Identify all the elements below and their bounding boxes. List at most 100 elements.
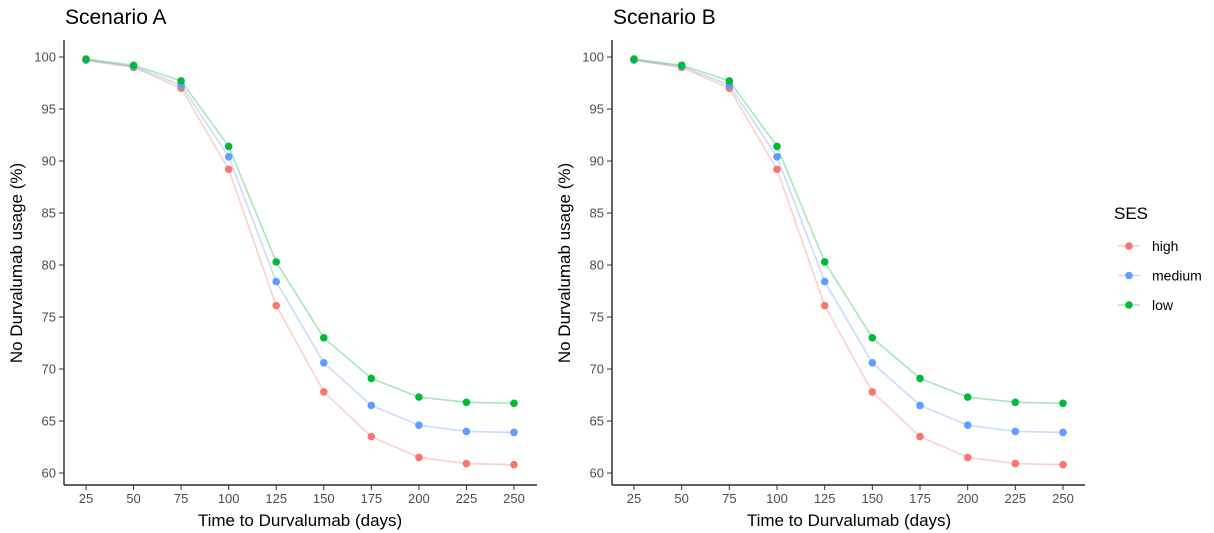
x-tick-label: 75 [722, 491, 736, 506]
panel-scenario-b: Scenario B No Durvalumab usage (%) Time … [555, 6, 1085, 530]
x-tick-label: 150 [861, 491, 883, 506]
series-line-medium [85, 59, 515, 434]
y-tick-label: 90 [42, 154, 56, 169]
data-point-low [773, 142, 781, 151]
legend-label: low [1152, 297, 1174, 313]
legend-item-high: high [1118, 238, 1178, 254]
data-point-low [630, 55, 638, 63]
data-point-high [462, 459, 471, 468]
x-tick-label: 225 [456, 491, 478, 506]
y-tick-label: 75 [590, 310, 604, 325]
legend-key-point [1125, 242, 1133, 250]
legend-item-low: low [1118, 297, 1174, 313]
y-tick-label: 80 [42, 258, 56, 273]
x-tick-label: 100 [766, 491, 788, 506]
data-point-low [272, 258, 281, 266]
x-axis-title: Time to Durvalumab (days) [747, 511, 951, 530]
data-point-high [224, 165, 233, 174]
legend-key-point [1125, 271, 1133, 280]
data-point-low [510, 399, 518, 408]
data-point-medium [1011, 427, 1020, 436]
y-tick-label: 95 [590, 102, 604, 117]
data-point-high [320, 388, 328, 396]
data-point-low [1011, 398, 1020, 407]
data-point-medium [415, 421, 423, 430]
legend-item-medium: medium [1118, 268, 1202, 284]
data-point-high [868, 388, 877, 396]
x-tick-label: 175 [909, 491, 931, 506]
series-line-medium [633, 59, 1064, 434]
data-point-high [1011, 459, 1020, 468]
data-point-high [916, 432, 924, 441]
panel-scenario-a: Scenario A No Durvalumab usage (%) Time … [7, 6, 537, 530]
panel-title: Scenario A [65, 6, 167, 29]
x-tick-label: 75 [174, 491, 188, 506]
y-tick-label: 85 [42, 206, 56, 221]
legend-key-point [1125, 301, 1133, 309]
y-tick-label: 70 [590, 362, 604, 377]
x-tick-label: 50 [674, 491, 688, 506]
series-line-high [85, 59, 515, 466]
data-point-medium [868, 359, 877, 367]
y-tick-label: 80 [590, 258, 604, 273]
x-tick-label: 150 [313, 491, 335, 506]
data-point-low [1059, 399, 1067, 408]
data-point-medium [320, 359, 328, 367]
axis-ticks: 25 50 75 100 125 150 175 200 225 250 60 65 70 75 80 85 9… [34, 50, 525, 507]
x-tick-label: 200 [408, 491, 430, 506]
x-tick-label: 200 [957, 491, 979, 506]
data-point-low [725, 77, 734, 85]
panel-title: Scenario B [613, 6, 716, 29]
data-point-medium [916, 401, 924, 410]
data-point-medium [272, 277, 281, 286]
x-tick-label: 175 [360, 491, 382, 506]
data-point-low [177, 77, 185, 85]
legend-label: high [1152, 238, 1178, 254]
data-point-low [224, 142, 233, 151]
y-tick-label: 75 [42, 310, 56, 325]
data-point-low [415, 393, 423, 401]
x-tick-label: 25 [79, 491, 93, 506]
plot-area [630, 55, 1067, 469]
data-point-high [367, 432, 376, 441]
y-tick-label: 65 [42, 414, 56, 429]
data-point-medium [963, 421, 972, 430]
x-tick-label: 125 [814, 491, 836, 506]
plot-area [82, 55, 518, 469]
data-point-medium [510, 428, 518, 437]
data-point-low [367, 374, 376, 383]
x-tick-label: 100 [218, 491, 240, 506]
data-point-high [773, 165, 781, 174]
data-point-high [510, 460, 518, 469]
legend-label: medium [1152, 268, 1202, 284]
data-point-low [320, 334, 328, 342]
y-tick-label: 60 [590, 466, 604, 481]
x-tick-label: 250 [1052, 491, 1074, 506]
y-tick-label: 65 [590, 414, 604, 429]
y-axis-title: No Durvalumab usage (%) [555, 163, 574, 363]
data-point-medium [1059, 428, 1067, 437]
data-point-low [868, 334, 877, 342]
data-point-medium [462, 427, 471, 436]
x-tick-label: 225 [1004, 491, 1026, 506]
data-point-high [1059, 460, 1067, 469]
y-tick-label: 100 [582, 50, 604, 65]
data-point-high [415, 453, 423, 462]
data-point-low [963, 393, 972, 401]
data-point-low [462, 398, 471, 407]
legend-title: SES [1114, 204, 1148, 223]
data-point-high [820, 301, 829, 310]
data-point-low [677, 61, 686, 70]
x-tick-label: 250 [503, 491, 525, 506]
data-point-low [129, 61, 138, 70]
x-axis-title: Time to Durvalumab (days) [198, 511, 402, 530]
series-line-low [633, 58, 1064, 405]
data-point-medium [224, 153, 233, 161]
y-tick-label: 100 [34, 50, 56, 65]
x-tick-label: 125 [265, 491, 287, 506]
data-point-high [963, 453, 972, 462]
y-axis-title: No Durvalumab usage (%) [7, 163, 26, 363]
data-point-low [820, 258, 829, 266]
data-point-low [916, 374, 924, 383]
